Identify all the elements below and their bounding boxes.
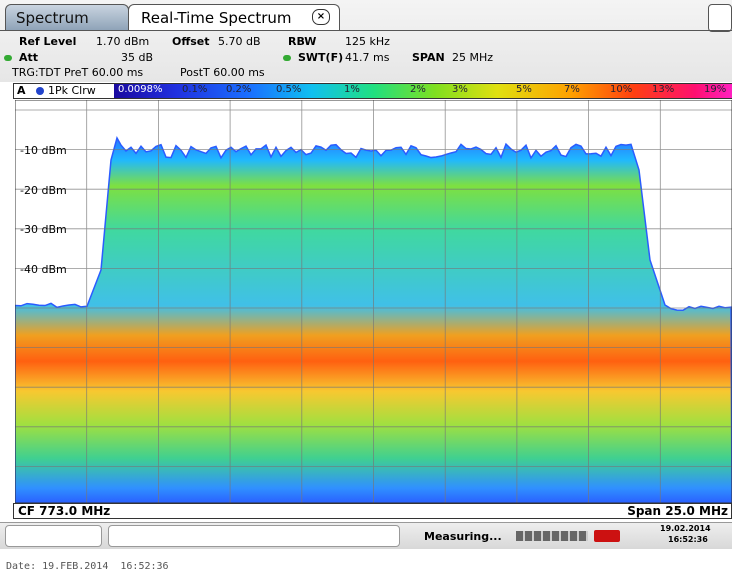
label: Att <box>19 51 38 64</box>
status-field <box>5 525 102 547</box>
color-scale: 0.0098% 0.1% 0.2% 0.5% 1% 2% 3% 5% 7% 10% 13% 19% <box>114 84 732 98</box>
scale-label: 1% <box>344 84 360 95</box>
label: Ref Level <box>19 35 76 48</box>
value: 5.70 dB <box>218 35 261 48</box>
led <box>4 55 12 61</box>
scale-label: 19% <box>704 84 726 95</box>
menu-icon[interactable] <box>708 4 732 32</box>
scale-label: 2% <box>410 84 426 95</box>
scale-label: 10% <box>610 84 632 95</box>
status-time: 16:52:36 <box>668 535 708 544</box>
footer-bar <box>13 503 732 519</box>
value: 41.7 ms <box>345 51 389 64</box>
label: RBW <box>288 35 316 48</box>
date-line: Date: 19.FEB.2014 16:52:36 <box>6 561 169 572</box>
status-field <box>108 525 400 547</box>
y-label: -20 dBm <box>20 184 67 197</box>
trigger: PostT 60.00 ms <box>180 66 265 79</box>
value: 125 kHz <box>345 35 390 48</box>
scale-label: 0.1% <box>182 84 207 95</box>
label: Offset <box>172 35 210 48</box>
value: 35 dB <box>121 51 153 64</box>
scale-label: 0.0098% <box>118 84 163 95</box>
status-text: Measuring... <box>424 530 502 543</box>
span: Span 25.0 MHz <box>627 504 728 518</box>
label: SWT(F) <box>298 51 343 64</box>
scale-label: 0.2% <box>226 84 251 95</box>
scale-label: 13% <box>652 84 674 95</box>
page: Spectrum Real-Time Spectrum × Ref Level … <box>0 0 732 576</box>
tab-active[interactable]: Real-Time Spectrum <box>128 4 340 30</box>
lxi-icon <box>594 530 620 542</box>
value: 25 MHz <box>452 51 493 64</box>
scale-label: 0.5% <box>276 84 301 95</box>
trigger: TRG:TDT PreT 60.00 ms <box>12 66 143 79</box>
progress <box>516 531 588 541</box>
window-label: A <box>17 84 26 97</box>
label: SPAN <box>412 51 445 64</box>
scale-label: 3% <box>452 84 468 95</box>
y-label: -30 dBm <box>20 223 67 236</box>
tab-label: Real-Time Spectrum <box>141 9 292 27</box>
trace-dot <box>36 87 44 95</box>
scale-label: 5% <box>516 84 532 95</box>
y-label: -40 dBm <box>20 263 67 276</box>
trace-label: 1Pk Clrw <box>48 84 96 97</box>
scale-label: 7% <box>564 84 580 95</box>
value: 1.70 dBm <box>96 35 149 48</box>
y-label: -10 dBm <box>20 144 67 157</box>
tab[interactable]: Spectrum <box>5 4 129 30</box>
status-date: 19.02.2014 <box>660 524 711 533</box>
spectrogram <box>15 100 732 503</box>
center-frequency: CF 773.0 MHz <box>18 504 110 518</box>
led <box>283 55 291 61</box>
close-icon[interactable]: × <box>312 9 330 25</box>
separator <box>0 30 732 31</box>
